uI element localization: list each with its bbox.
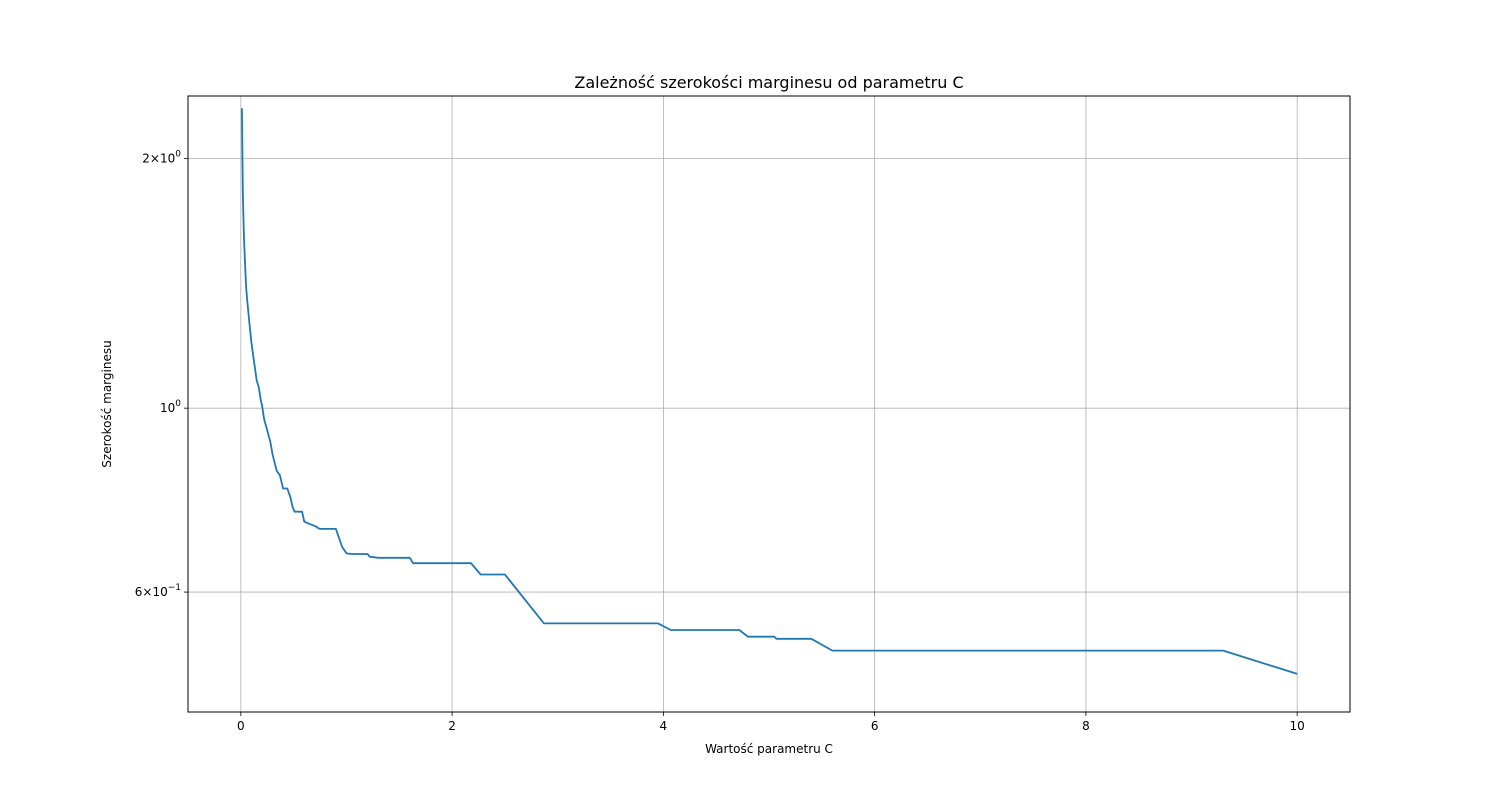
grid-lines [188,96,1350,712]
data-series-layer [241,108,1298,675]
x-axis: 0 2 4 6 8 10 [237,712,1305,733]
y-axis: 2×100 100 6×10−1 [135,150,188,599]
plot-frame [187,95,1351,713]
x-tick-label: 4 [660,719,668,733]
y-tick-label: 100 [160,399,181,415]
y-tick-label: 6×10−1 [135,583,181,599]
x-tick-label: 8 [1082,719,1090,733]
x-axis-label: Wartość parametru C [705,742,833,756]
y-tick-label: 2×100 [142,150,181,166]
y-axis-label: Szerokość marginesu [100,340,114,467]
x-tick-label: 2 [448,719,456,733]
x-tick-label: 0 [237,719,245,733]
series-line-0 [241,108,1298,675]
x-tick-label: 6 [871,719,879,733]
x-tick-label: 10 [1290,719,1305,733]
chart-title: Zależność szerokości marginesu od parame… [574,73,963,92]
